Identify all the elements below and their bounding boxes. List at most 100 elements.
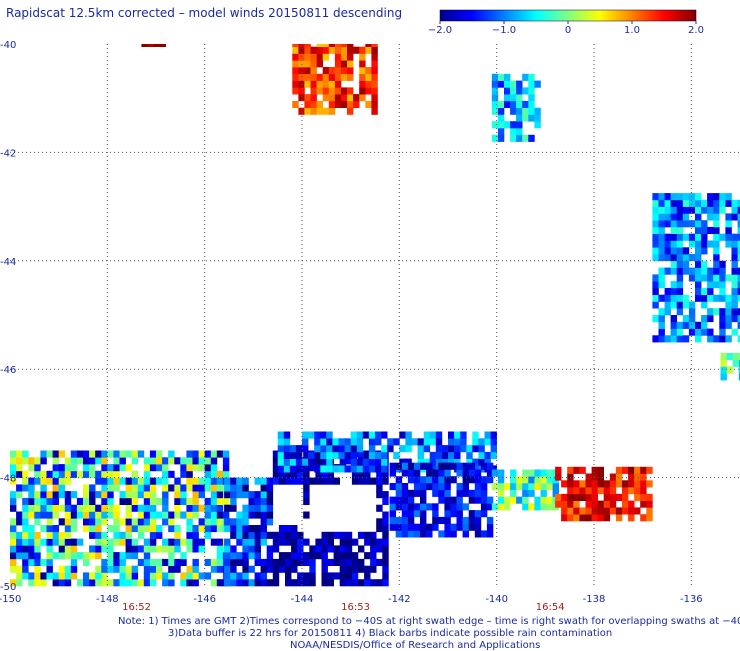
data-cell-878 [174, 457, 181, 465]
data-cell-977 [216, 497, 224, 505]
data-cell-1240 [345, 572, 353, 580]
data-cell-1099 [266, 511, 274, 519]
data-cell-950 [204, 450, 212, 458]
data-cell-272 [676, 220, 684, 228]
data-cell-87 [347, 94, 354, 102]
data-cell-62 [328, 73, 336, 81]
data-cell-1438 [435, 438, 443, 446]
data-cell-1204 [321, 477, 328, 485]
data-cell-521 [34, 531, 41, 539]
data-cell-1532 [420, 510, 427, 518]
data-cell-751 [125, 525, 132, 533]
data-cell-450 [10, 565, 17, 573]
data-cell-213 [658, 240, 665, 248]
data-cell-265 [676, 267, 684, 275]
data-cell-1095 [266, 552, 274, 560]
data-cell-92 [347, 53, 354, 61]
data-cell-112 [365, 44, 372, 47]
data-cell-1699 [567, 473, 574, 481]
data-cell-1578 [450, 476, 457, 484]
data-cell-1222 [333, 552, 340, 560]
data-cell-1719 [585, 480, 592, 488]
data-cell-1592 [462, 503, 469, 511]
data-cell-1553 [432, 469, 439, 477]
data-cell-497 [22, 450, 29, 458]
data-cell-56 [322, 44, 330, 47]
data-cell-493 [22, 484, 29, 492]
data-cell-529 [34, 464, 41, 472]
data-cell-366 [713, 233, 720, 241]
data-cell-903 [186, 477, 193, 485]
data-cell-171 [522, 87, 529, 95]
data-cell-1595 [462, 476, 469, 484]
data-cell-853 [168, 572, 175, 580]
data-cell-949 [204, 457, 212, 465]
data-cell-1098 [266, 518, 274, 526]
data-cell-1772 [634, 466, 641, 474]
data-cell-1484 [389, 516, 396, 524]
footer-line-1: Note: 1) Times are GMT 2)Times correspon… [118, 616, 740, 627]
data-cell-1656 [522, 469, 529, 477]
data-cell-261 [676, 294, 684, 302]
data-cell-363 [713, 254, 720, 262]
data-cell-1428 [423, 431, 431, 439]
data-cell-454 [10, 538, 17, 546]
data-cell-38 [310, 46, 317, 54]
data-cell-11 [298, 87, 305, 95]
data-cell-331 [701, 274, 708, 282]
data-cell-580 [58, 552, 66, 560]
data-cell-44 [316, 60, 323, 68]
x-tick-label-1: -148 [96, 594, 119, 605]
data-cell-234 [664, 199, 671, 207]
data-cell-519 [34, 545, 41, 553]
data-cell-1076 [254, 491, 261, 499]
data-cell-1418 [411, 438, 418, 446]
x-tick-label-6: -138 [583, 594, 606, 605]
data-cell-1550 [432, 489, 439, 497]
data-cell-1626 [486, 503, 494, 511]
data-cell-1619 [480, 489, 488, 497]
data-cell-1708 [579, 514, 586, 522]
data-cell-1633 [491, 469, 499, 477]
data-cell-633 [83, 579, 90, 587]
data-cell-1496 [395, 489, 403, 497]
data-cell-1331 [289, 465, 297, 473]
data-cell-429 [737, 247, 740, 255]
data-cell-970 [216, 552, 224, 560]
data-cell-1581 [456, 516, 463, 524]
data-cell-874 [174, 497, 181, 505]
data-cell-1583 [456, 503, 463, 511]
data-cell-850 [162, 464, 169, 472]
data-cell-794 [143, 545, 151, 553]
data-cell-1714 [585, 514, 592, 522]
data-cell-920 [192, 484, 199, 492]
data-cell-1344 [308, 458, 315, 466]
data-cell-1365 [332, 438, 339, 446]
data-cell-286 [682, 233, 690, 241]
data-cell-208 [658, 281, 665, 289]
data-cell-1627 [486, 496, 494, 504]
data-cell-1541 [426, 503, 433, 511]
data-cell-891 [186, 579, 193, 587]
data-cell-71 [334, 67, 342, 75]
data-cell-1661 [528, 469, 535, 477]
data-cell-499 [28, 572, 35, 580]
data-cell-1022 [230, 504, 237, 512]
data-cell-1173 [303, 477, 310, 485]
data-cell-390 [725, 315, 732, 323]
data-cell-806 [143, 457, 151, 465]
data-cell-825 [156, 572, 163, 580]
data-cell-441 [726, 366, 733, 374]
data-cell-555 [46, 504, 53, 512]
data-cell-188 [652, 294, 659, 302]
data-cell-1651 [522, 503, 529, 511]
data-cell-1239 [345, 579, 353, 587]
data-cell-1761 [628, 507, 635, 515]
data-cell-1730 [597, 507, 604, 515]
data-cell-927 [198, 538, 205, 546]
data-cell-1162 [297, 470, 304, 478]
data-cell-206 [658, 308, 665, 316]
data-cell-830 [156, 525, 163, 533]
data-cell-296 [688, 301, 696, 309]
data-cell-688 [101, 511, 108, 519]
